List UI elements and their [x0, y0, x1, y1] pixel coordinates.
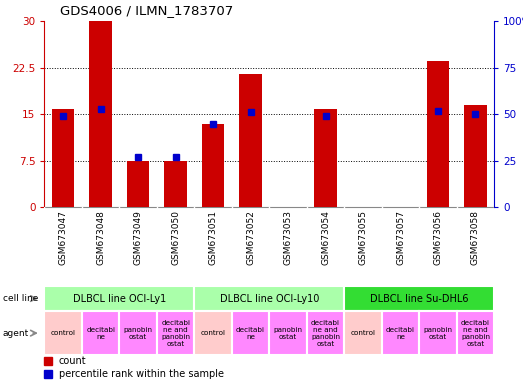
Bar [119, 311, 157, 355]
Bar [344, 311, 382, 355]
Bar [419, 311, 457, 355]
Bar [44, 311, 82, 355]
Bar [127, 161, 150, 207]
Text: decitabi
ne: decitabi ne [86, 327, 115, 339]
Text: GSM673047: GSM673047 [59, 210, 67, 265]
Bar [344, 286, 494, 311]
Text: agent: agent [3, 329, 29, 338]
Text: GSM673053: GSM673053 [283, 210, 292, 265]
Bar [82, 311, 119, 355]
Bar [52, 109, 74, 207]
Text: decitabi
ne: decitabi ne [236, 327, 265, 339]
Text: count: count [59, 356, 86, 366]
Bar [307, 311, 344, 355]
Bar [164, 161, 187, 207]
Bar [202, 124, 224, 207]
Text: decitabi
ne and
panobin
ostat: decitabi ne and panobin ostat [461, 319, 490, 347]
Bar [382, 311, 419, 355]
Bar [232, 311, 269, 355]
Text: control: control [350, 330, 376, 336]
Text: GSM673050: GSM673050 [171, 210, 180, 265]
Bar [314, 109, 337, 207]
Text: GSM673049: GSM673049 [134, 210, 143, 265]
Text: GSM673058: GSM673058 [471, 210, 480, 265]
Text: GSM673055: GSM673055 [359, 210, 368, 265]
Text: GSM673052: GSM673052 [246, 210, 255, 265]
Text: decitabi
ne and
panobin
ostat: decitabi ne and panobin ostat [161, 319, 190, 347]
Text: control: control [51, 330, 76, 336]
Text: GSM673051: GSM673051 [209, 210, 218, 265]
Bar [240, 74, 262, 207]
Text: GSM673054: GSM673054 [321, 210, 330, 265]
Bar [427, 61, 449, 207]
Bar [457, 311, 494, 355]
Bar [269, 311, 307, 355]
Bar [195, 286, 344, 311]
Text: decitabi
ne and
panobin
ostat: decitabi ne and panobin ostat [311, 319, 340, 347]
Bar [157, 311, 195, 355]
Text: panobin
ostat: panobin ostat [123, 327, 153, 339]
Text: GDS4006 / ILMN_1783707: GDS4006 / ILMN_1783707 [60, 4, 233, 17]
Text: panobin
ostat: panobin ostat [274, 327, 303, 339]
Text: decitabi
ne: decitabi ne [386, 327, 415, 339]
Text: DLBCL line OCI-Ly1: DLBCL line OCI-Ly1 [73, 293, 166, 304]
Text: GSM673057: GSM673057 [396, 210, 405, 265]
Bar [195, 311, 232, 355]
Text: cell line: cell line [3, 294, 38, 303]
Text: panobin
ostat: panobin ostat [424, 327, 452, 339]
Text: GSM673048: GSM673048 [96, 210, 105, 265]
Text: DLBCL line OCI-Ly10: DLBCL line OCI-Ly10 [220, 293, 319, 304]
Bar [44, 286, 195, 311]
Bar [464, 105, 487, 207]
Bar [89, 21, 112, 207]
Text: GSM673056: GSM673056 [434, 210, 442, 265]
Text: DLBCL line Su-DHL6: DLBCL line Su-DHL6 [370, 293, 469, 304]
Text: percentile rank within the sample: percentile rank within the sample [59, 369, 224, 379]
Text: control: control [201, 330, 225, 336]
